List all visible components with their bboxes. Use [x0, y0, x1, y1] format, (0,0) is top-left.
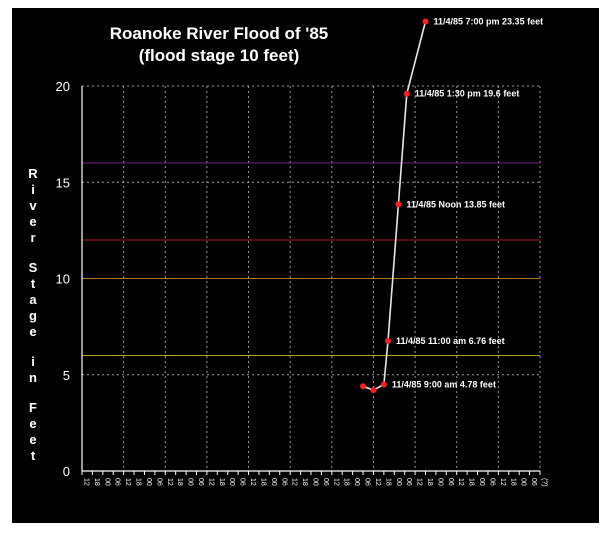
x-tick-label: 18	[301, 478, 308, 486]
y-axis-label-char: i	[31, 354, 35, 369]
chart-title: Roanoke River Flood of '85	[110, 24, 328, 43]
y-axis-label-char: g	[29, 308, 37, 323]
reference-lines	[82, 162, 540, 356]
x-tick-label: 18	[176, 478, 183, 486]
y-tick-label: 5	[63, 368, 70, 383]
x-tick-label: 18	[468, 478, 475, 486]
data-point	[385, 337, 392, 344]
x-tick-label: 00	[520, 478, 527, 486]
grid	[82, 85, 541, 471]
x-tick-label: 00	[353, 478, 360, 486]
y-axis-label-char: F	[29, 400, 37, 415]
x-tick-label: 00	[312, 478, 319, 486]
y-axis-label-char: v	[29, 198, 37, 213]
x-tick-label: 18	[509, 478, 516, 486]
x-tick-label: 12	[291, 478, 298, 486]
y-axis-label-char: e	[29, 324, 36, 339]
annotations: 11/4/85 9:00 am 4.78 feet 11/4/85 11:00 a…	[392, 17, 543, 390]
x-tick-label: 06	[530, 478, 537, 486]
x-tick-label: 12	[457, 478, 464, 486]
data-point	[360, 383, 367, 390]
x-tick-label: 00	[228, 478, 235, 486]
y-axis-label-char: t	[31, 276, 36, 291]
y-tick-label: 0	[63, 464, 70, 479]
x-tick-label: 06	[155, 478, 162, 486]
y-axis-label-char: t	[31, 448, 36, 463]
x-tick-label: 12	[166, 478, 173, 486]
x-tick-label: 06	[197, 478, 204, 486]
data-point	[395, 201, 402, 208]
x-tick-label: 06	[322, 478, 329, 486]
series	[360, 18, 429, 394]
x-tick-label: 06	[447, 478, 454, 486]
x-tick-label: 12	[374, 478, 381, 486]
x-tick-label: 00	[187, 478, 194, 486]
x-tick-label: 00	[395, 478, 402, 486]
chart-subtitle: (flood stage 10 feet)	[139, 46, 300, 65]
data-point	[380, 381, 387, 388]
x-tick-label: 00	[478, 478, 485, 486]
y-tick-label: 15	[56, 175, 70, 190]
data-label: 11/4/85 9:00 am 4.78 feet	[392, 379, 496, 389]
y-axis-label-char: e	[29, 432, 36, 447]
x-tick-label: 12	[207, 478, 214, 486]
data-label: 11/4/85 Noon 13.85 feet	[406, 199, 505, 209]
x-tick-label: 00	[436, 478, 443, 486]
x-tick-label: 06	[405, 478, 412, 486]
x-tick-label: 12	[249, 478, 256, 486]
x-tick-label: 12	[332, 478, 339, 486]
x-tick-label: (?)	[541, 478, 548, 487]
x-tick-label: 00	[270, 478, 277, 486]
x-tick-label: 18	[218, 478, 225, 486]
x-tick-label: 18	[343, 478, 350, 486]
x-tick-label: 18	[93, 478, 100, 486]
x-tick-label: 12	[83, 478, 90, 486]
data-label: 11/4/85 1:30 pm 19.6 feet	[415, 89, 520, 99]
x-tick-label: 06	[280, 478, 287, 486]
data-point	[422, 18, 429, 25]
y-axis-label-char: i	[31, 182, 35, 197]
x-tick-label: 00	[103, 478, 110, 486]
y-tick-label: 10	[56, 272, 70, 287]
x-tick-label: 06	[114, 478, 121, 486]
x-tick-label: 12	[499, 478, 506, 486]
x-tick-label: 06	[364, 478, 371, 486]
y-axis-label-char: e	[29, 214, 36, 229]
y-axis-label-char: e	[29, 416, 36, 431]
x-tick-label: 00	[145, 478, 152, 486]
y-tick-label: 20	[56, 79, 70, 94]
y-axis-label-char: S	[29, 260, 38, 275]
y-axis-label-char: n	[29, 370, 37, 385]
y-axis-label-char: a	[29, 292, 37, 307]
y-axis-label-char: R	[28, 166, 38, 181]
x-tick-label: 06	[488, 478, 495, 486]
chart-background	[12, 8, 599, 523]
data-label: 11/4/85 11:00 am 6.76 feet	[396, 336, 505, 346]
x-tick-label: 18	[426, 478, 433, 486]
x-tick-label: 12	[124, 478, 131, 486]
y-axis-label-char: r	[30, 230, 35, 245]
data-point	[370, 387, 377, 394]
x-tick-label: 12	[416, 478, 423, 486]
data-point	[403, 90, 410, 97]
data-label: 11/4/85 7:00 pm 23.35 feet	[434, 17, 544, 27]
x-tick-label: 06	[239, 478, 246, 486]
x-tick-label: 18	[259, 478, 266, 486]
x-tick-label: 18	[135, 478, 142, 486]
x-tick-label: 18	[384, 478, 391, 486]
